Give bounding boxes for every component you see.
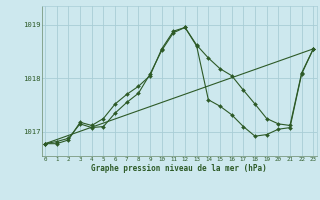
X-axis label: Graphe pression niveau de la mer (hPa): Graphe pression niveau de la mer (hPa) (91, 164, 267, 173)
